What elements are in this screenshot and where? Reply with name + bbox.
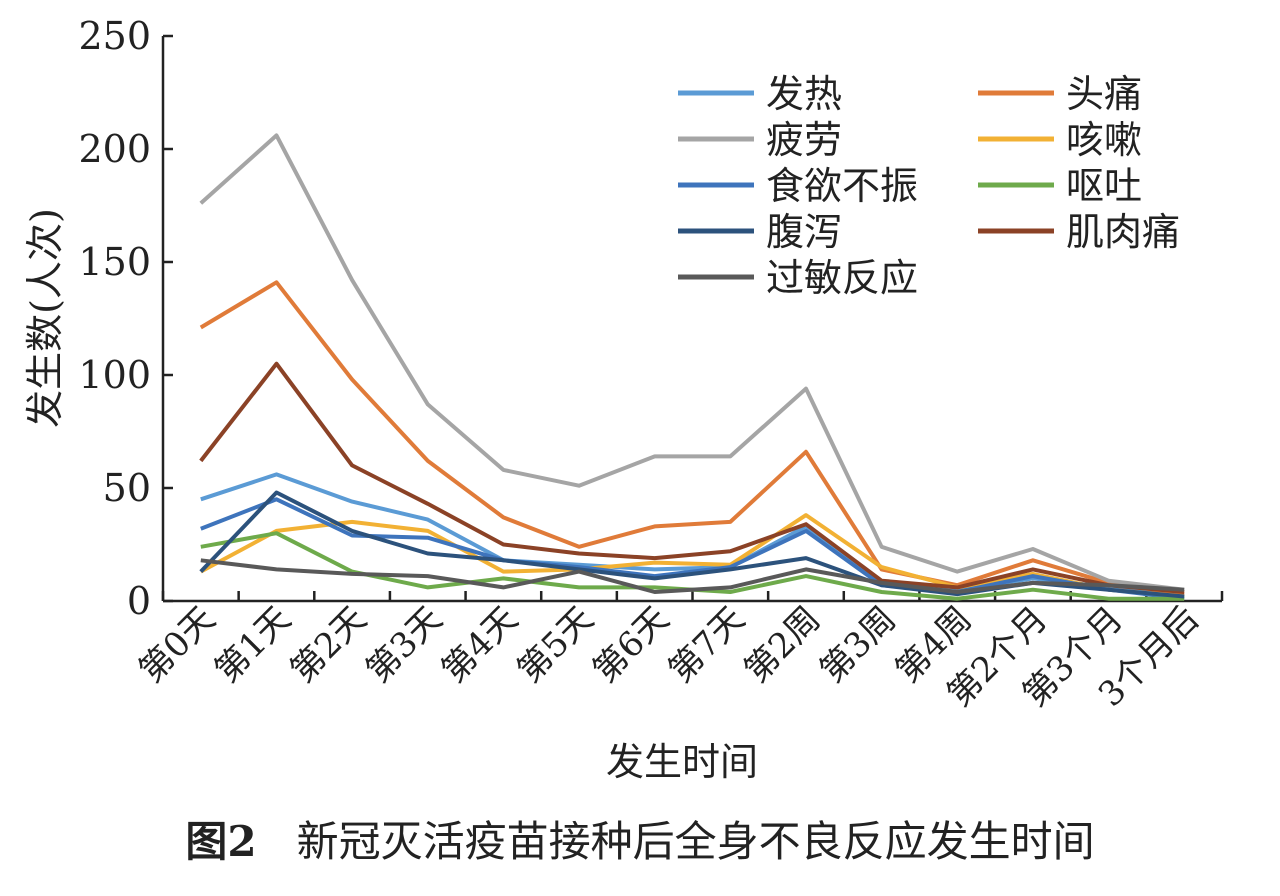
series-line	[199, 490, 1185, 599]
x-axis: 第0天第1天第2天第3天第4天第5天第6天第7天第2周第3周第4周第2个月第3个…	[132, 591, 1224, 715]
line-chart: 0 50 100 150 200 250 第0天第1天第2天第3天第4天第5天第6天第7天…	[23, 14, 1224, 784]
series-line	[199, 361, 1185, 594]
y-tick-label: 250	[78, 14, 151, 58]
legend-label: 过敏反应	[766, 256, 918, 300]
x-tick-label: 第1天	[207, 599, 299, 691]
x-tick-label: 第6天	[585, 599, 677, 691]
legend-label: 腹泻	[766, 210, 842, 254]
legend-label: 呕吐	[1066, 164, 1142, 208]
y-axis-label: 发生数(人次)	[23, 208, 67, 428]
legend-label: 肌肉痛	[1066, 210, 1180, 254]
x-axis-label: 发生时间	[606, 740, 758, 784]
x-tick-label: 第2周	[737, 599, 829, 691]
series-line	[199, 133, 1185, 592]
series-line	[200, 558, 1185, 594]
y-tick-label: 150	[78, 240, 151, 284]
y-tick-label: 50	[103, 466, 151, 510]
x-tick-label: 第3天	[358, 599, 450, 691]
legend-label: 咳嗽	[1066, 118, 1142, 162]
x-tick-label: 第7天	[661, 599, 753, 691]
y-tick-label: 200	[78, 127, 151, 171]
legend-label: 头痛	[1066, 72, 1142, 116]
x-tick-label: 第4天	[434, 599, 526, 691]
y-axis: 0 50 100 150 200 250	[78, 14, 173, 623]
x-tick-label: 第2天	[283, 599, 375, 691]
y-tick-label: 0	[127, 579, 151, 623]
series-layer	[199, 133, 1185, 601]
x-tick-label: 第5天	[510, 599, 602, 691]
figure-number: 图2	[185, 817, 257, 866]
figure-caption: 图2 新冠灭活疫苗接种后全身不良反应发生时间	[0, 808, 1280, 869]
x-tick-label: 第3周	[812, 599, 904, 691]
legend-label: 食欲不振	[766, 164, 918, 208]
legend-label: 疲劳	[766, 118, 842, 162]
y-tick-label: 100	[78, 353, 151, 397]
series-line	[199, 513, 1185, 599]
caption-text: 新冠灭活疫苗接种后全身不良反应发生时间	[296, 817, 1095, 866]
legend-label: 发热	[766, 72, 842, 116]
series-line	[199, 280, 1185, 597]
